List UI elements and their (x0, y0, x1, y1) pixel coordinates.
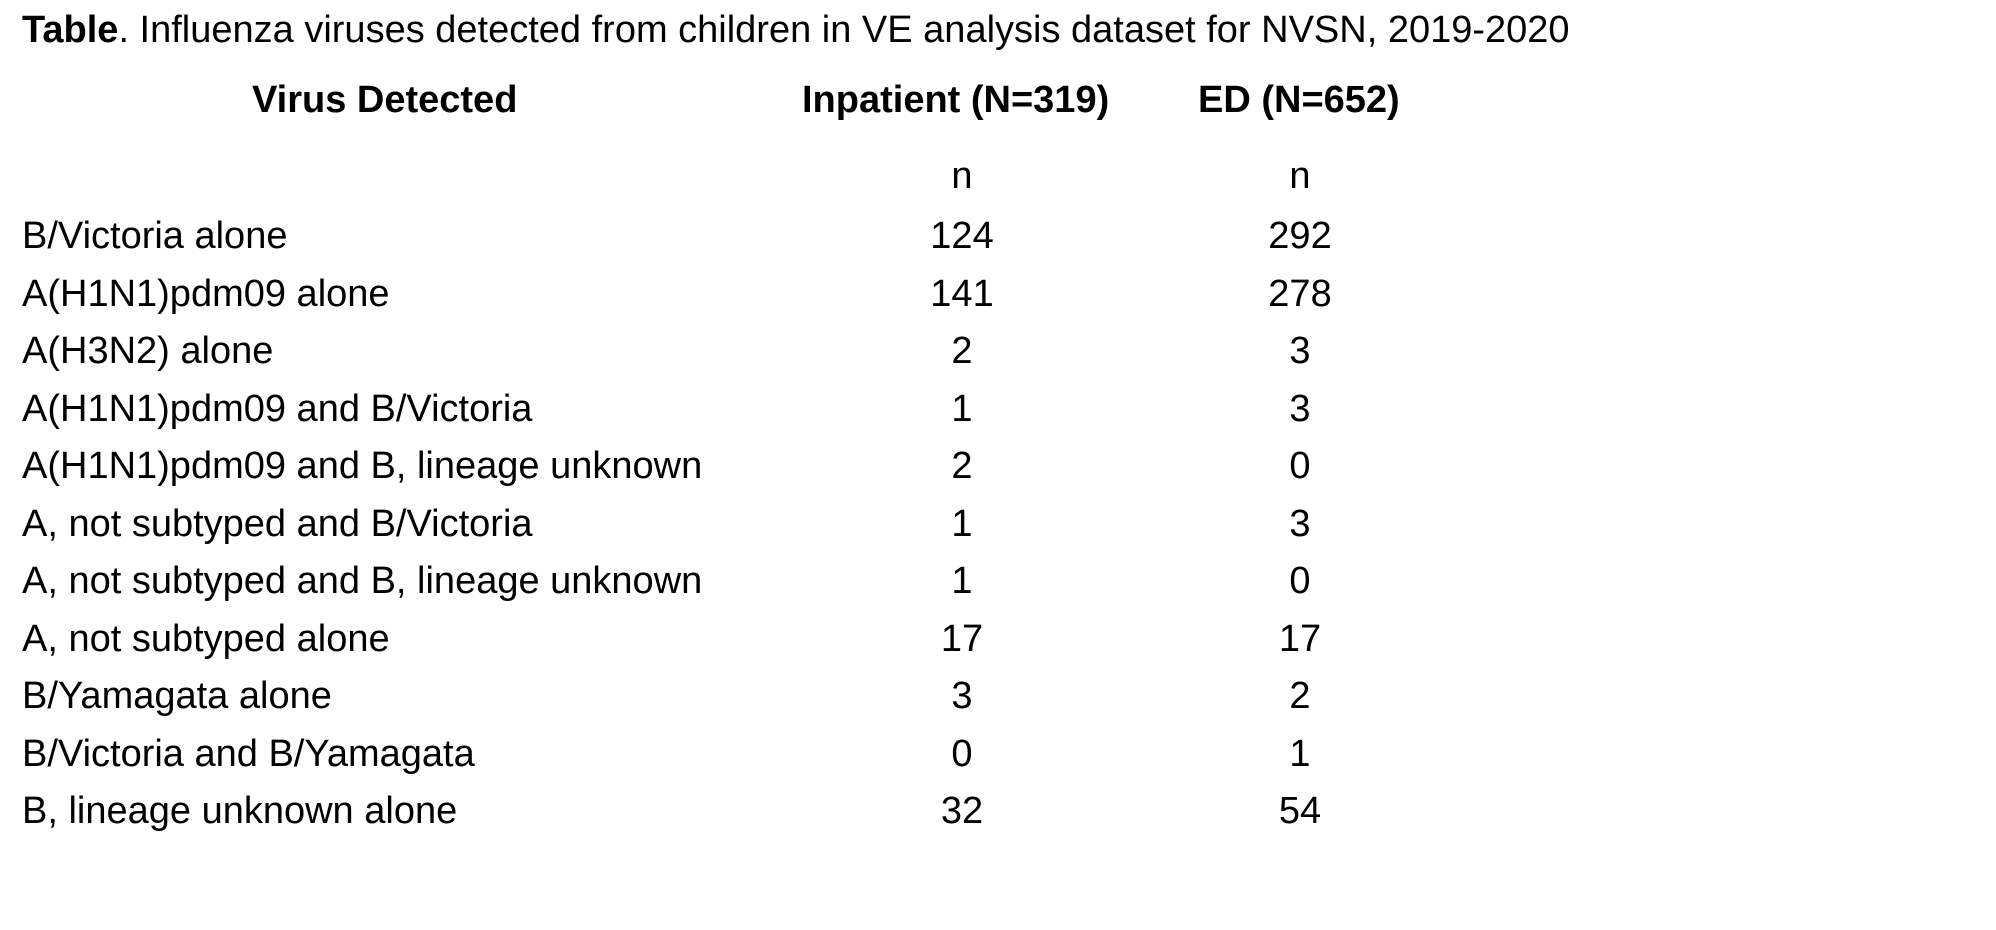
cell-inpatient: 32 (940, 790, 984, 832)
cell-virus: A(H1N1)pdm09 alone (22, 272, 390, 315)
cell-virus: A(H3N2) alone (22, 330, 274, 372)
table-row: A(H3N2) alone 2 3 (0, 327, 1500, 385)
header-inpatient: Inpatient (N=319) (802, 79, 1110, 121)
cell-virus: B, lineage unknown alone (22, 790, 458, 832)
subheader-inpatient-n: n (951, 155, 973, 197)
cell-ed: 3 (1289, 502, 1311, 545)
cell-virus: A, not subtyped and B, lineage unknown (22, 560, 703, 602)
cell-inpatient: 2 (951, 330, 973, 372)
table-row: B/Yamagata alone 3 2 (0, 672, 1500, 730)
cell-inpatient: 2 (951, 445, 973, 487)
cell-inpatient: 3 (951, 675, 973, 717)
cell-ed: 2 (1289, 675, 1311, 717)
table-row: B, lineage unknown alone 32 54 (0, 787, 1500, 845)
cell-inpatient: 141 (930, 272, 994, 315)
cell-virus: A, not subtyped and B/Victoria (22, 502, 533, 545)
cell-virus: A, not subtyped alone (22, 617, 390, 660)
cell-ed: 17 (1278, 617, 1322, 660)
table-row: A, not subtyped and B, lineage unknown 1… (0, 557, 1500, 615)
cell-ed: 0 (1289, 445, 1311, 487)
table-row: A(H1N1)pdm09 alone 141 278 (0, 270, 1500, 328)
subheader-ed-n: n (1289, 155, 1311, 197)
cell-virus: B/Victoria alone (22, 215, 288, 257)
cell-inpatient: 17 (940, 617, 984, 660)
table-row: B/Victoria alone 124 292 (0, 212, 1500, 270)
cell-ed: 54 (1278, 790, 1322, 832)
table-row: A, not subtyped and B/Victoria 1 3 (0, 500, 1500, 558)
caption-text: . Influenza viruses detected from childr… (118, 9, 1570, 51)
table-caption: Table. Influenza viruses detected from c… (22, 6, 1570, 54)
cell-ed: 0 (1289, 560, 1311, 602)
cell-virus: A(H1N1)pdm09 and B/Victoria (22, 387, 533, 430)
cell-ed: 3 (1289, 387, 1311, 430)
table-row: A, not subtyped alone 17 17 (0, 615, 1500, 673)
cell-ed: 1 (1289, 732, 1311, 775)
table-body: B/Victoria alone 124 292 A(H1N1)pdm09 al… (0, 212, 1500, 845)
cell-inpatient: 0 (951, 732, 973, 775)
table-row: B/Victoria and B/Yamagata 0 1 (0, 730, 1500, 788)
cell-inpatient: 124 (930, 215, 994, 257)
cell-ed: 3 (1289, 330, 1311, 372)
cell-ed: 292 (1268, 215, 1332, 257)
header-virus-detected: Virus Detected (252, 79, 518, 121)
cell-ed: 278 (1268, 272, 1332, 315)
cell-virus: A(H1N1)pdm09 and B, lineage unknown (22, 445, 703, 487)
table-row: A(H1N1)pdm09 and B/Victoria 1 3 (0, 385, 1500, 443)
caption-lead: Table (22, 9, 119, 51)
cell-inpatient: 1 (951, 387, 973, 430)
cell-inpatient: 1 (951, 560, 973, 602)
cell-virus: B/Yamagata alone (22, 675, 332, 717)
cell-inpatient: 1 (951, 502, 973, 545)
header-ed: ED (N=652) (1198, 79, 1400, 121)
table-row: A(H1N1)pdm09 and B, lineage unknown 2 0 (0, 442, 1500, 500)
cell-virus: B/Victoria and B/Yamagata (22, 732, 475, 775)
